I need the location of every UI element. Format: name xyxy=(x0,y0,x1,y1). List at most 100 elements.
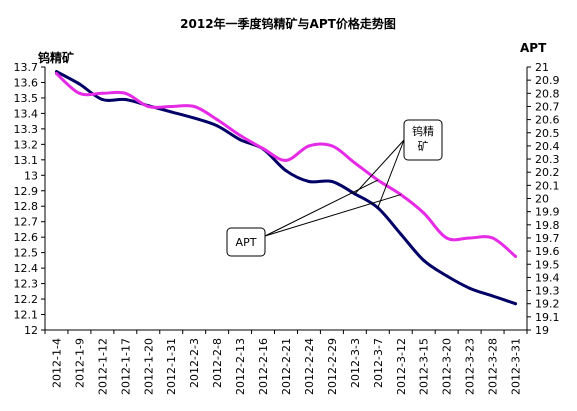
x-tick-label: 2012-3-23 xyxy=(464,338,477,395)
series-layer xyxy=(54,70,518,306)
y-right-tick-label: 19.5 xyxy=(535,258,560,271)
y-right-tick-label: 19.4 xyxy=(535,271,560,284)
y-right-tick-label: 21 xyxy=(535,61,549,74)
y-left-tick-label: 13.3 xyxy=(14,123,39,136)
y-right-tick-label: 19.8 xyxy=(535,219,560,232)
data-point xyxy=(468,236,472,240)
x-tick-label: 2012-2-3 xyxy=(188,338,201,388)
data-point xyxy=(261,147,265,151)
data-point xyxy=(146,104,150,108)
y-left-tick-label: 12.1 xyxy=(14,309,39,322)
callout-leader xyxy=(377,139,405,208)
y-right-tick-label: 19.2 xyxy=(535,298,560,311)
y-right-tick-label: 20.6 xyxy=(535,114,560,127)
x-tick-label: 2012-2-21 xyxy=(280,338,293,395)
data-point xyxy=(307,179,311,183)
x-tick-label: 2012-3-3 xyxy=(349,338,362,388)
y-right-tick-label: 19.3 xyxy=(535,285,560,298)
y-right-tick-label: 20.4 xyxy=(535,140,560,153)
data-point xyxy=(123,91,127,95)
left-axis-label: 钨精矿 xyxy=(38,50,74,65)
data-point xyxy=(353,161,357,165)
y-right-tick-label: 20.8 xyxy=(535,87,560,100)
y-right-tick-label: 19.1 xyxy=(535,311,560,324)
y-left-tick-label: 12.9 xyxy=(14,185,39,198)
data-point xyxy=(77,82,81,86)
data-point xyxy=(215,118,219,122)
x-tick-label: 2012-3-15 xyxy=(418,338,431,395)
data-point xyxy=(54,72,58,76)
data-point xyxy=(238,138,242,142)
y-right-tick-label: 20.3 xyxy=(535,153,560,166)
y-left-tick-label: 12 xyxy=(24,324,38,337)
x-tick-label: 2012-2-24 xyxy=(303,338,316,395)
data-point xyxy=(330,144,334,148)
right-axis-label: APT xyxy=(520,41,547,55)
x-tick-label: 2012-3-20 xyxy=(441,338,454,395)
x-tick-label: 2012-1-20 xyxy=(142,338,155,395)
callout-leader xyxy=(264,194,401,237)
y-left-tick-label: 13.7 xyxy=(14,61,39,74)
callout-label: APT xyxy=(236,236,257,249)
axes: 12 12.1 12.2 12.3 12.4 12.5 12.6 12.7 12.8 12.9 13… xyxy=(14,61,560,395)
data-point xyxy=(422,211,426,215)
data-point xyxy=(330,179,334,183)
y-left-tick-label: 13.1 xyxy=(14,154,39,167)
data-point xyxy=(192,116,196,120)
data-point xyxy=(215,124,219,128)
callout-label: 钨精矿 xyxy=(412,125,434,153)
y-left-tick-label: 12.3 xyxy=(14,278,39,291)
data-point xyxy=(491,236,495,240)
y-right-tick-label: 19.7 xyxy=(535,232,560,245)
data-point xyxy=(100,97,104,101)
y-right-tick-label: 19 xyxy=(535,324,549,337)
data-point xyxy=(169,110,173,114)
x-tick-label: 2012-1-31 xyxy=(165,338,178,395)
data-point xyxy=(445,236,449,240)
callout-leader xyxy=(354,139,405,195)
y-left-tick-label: 13 xyxy=(24,169,38,182)
x-tick-label: 2012-2-8 xyxy=(211,338,224,388)
y-left-tick-label: 13.6 xyxy=(14,76,39,89)
data-point xyxy=(514,302,518,306)
y-right-tick-label: 20.2 xyxy=(535,166,560,179)
x-tick-label: 2012-3-7 xyxy=(372,338,385,388)
x-tick-label: 2012-2-16 xyxy=(257,338,270,395)
y-left-tick-label: 13.5 xyxy=(14,92,39,105)
x-tick-label: 2012-1-17 xyxy=(119,338,132,395)
data-point xyxy=(238,133,242,137)
y-right-tick-label: 19.9 xyxy=(535,206,560,219)
y-right-tick-label: 20.1 xyxy=(535,179,560,192)
data-point xyxy=(422,258,426,262)
data-point xyxy=(468,286,472,290)
data-point xyxy=(192,104,196,108)
callout-leader xyxy=(264,179,379,237)
data-point xyxy=(514,254,518,258)
y-left-tick-label: 13.2 xyxy=(14,138,39,151)
data-point xyxy=(100,91,104,95)
x-tick-label: 2012-2-29 xyxy=(326,338,339,395)
data-point xyxy=(399,232,403,236)
y-right-tick-label: 20.7 xyxy=(535,100,560,113)
x-tick-label: 2012-1-12 xyxy=(96,338,109,395)
data-point xyxy=(307,144,311,148)
x-tick-label: 2012-3-28 xyxy=(487,338,500,395)
y-left-tick-label: 12.7 xyxy=(14,216,39,229)
y-left-tick-label: 12.6 xyxy=(14,231,39,244)
data-point xyxy=(77,91,81,95)
x-tick-label: 2012-1-9 xyxy=(73,338,86,388)
y-right-tick-label: 20.5 xyxy=(535,127,560,140)
data-point xyxy=(445,274,449,278)
callouts: 钨精矿 APT xyxy=(226,119,443,257)
y-left-tick-label: 12.8 xyxy=(14,200,39,213)
callout-box xyxy=(226,227,266,257)
y-left-tick-label: 12.4 xyxy=(14,262,39,275)
data-point xyxy=(491,294,495,298)
x-tick-label: 2012-3-31 xyxy=(510,338,523,395)
y-right-tick-label: 20 xyxy=(535,193,549,206)
data-point xyxy=(284,169,288,173)
data-point xyxy=(169,104,173,108)
x-tick-label: 2012-2-13 xyxy=(234,338,247,395)
data-point xyxy=(284,158,288,162)
